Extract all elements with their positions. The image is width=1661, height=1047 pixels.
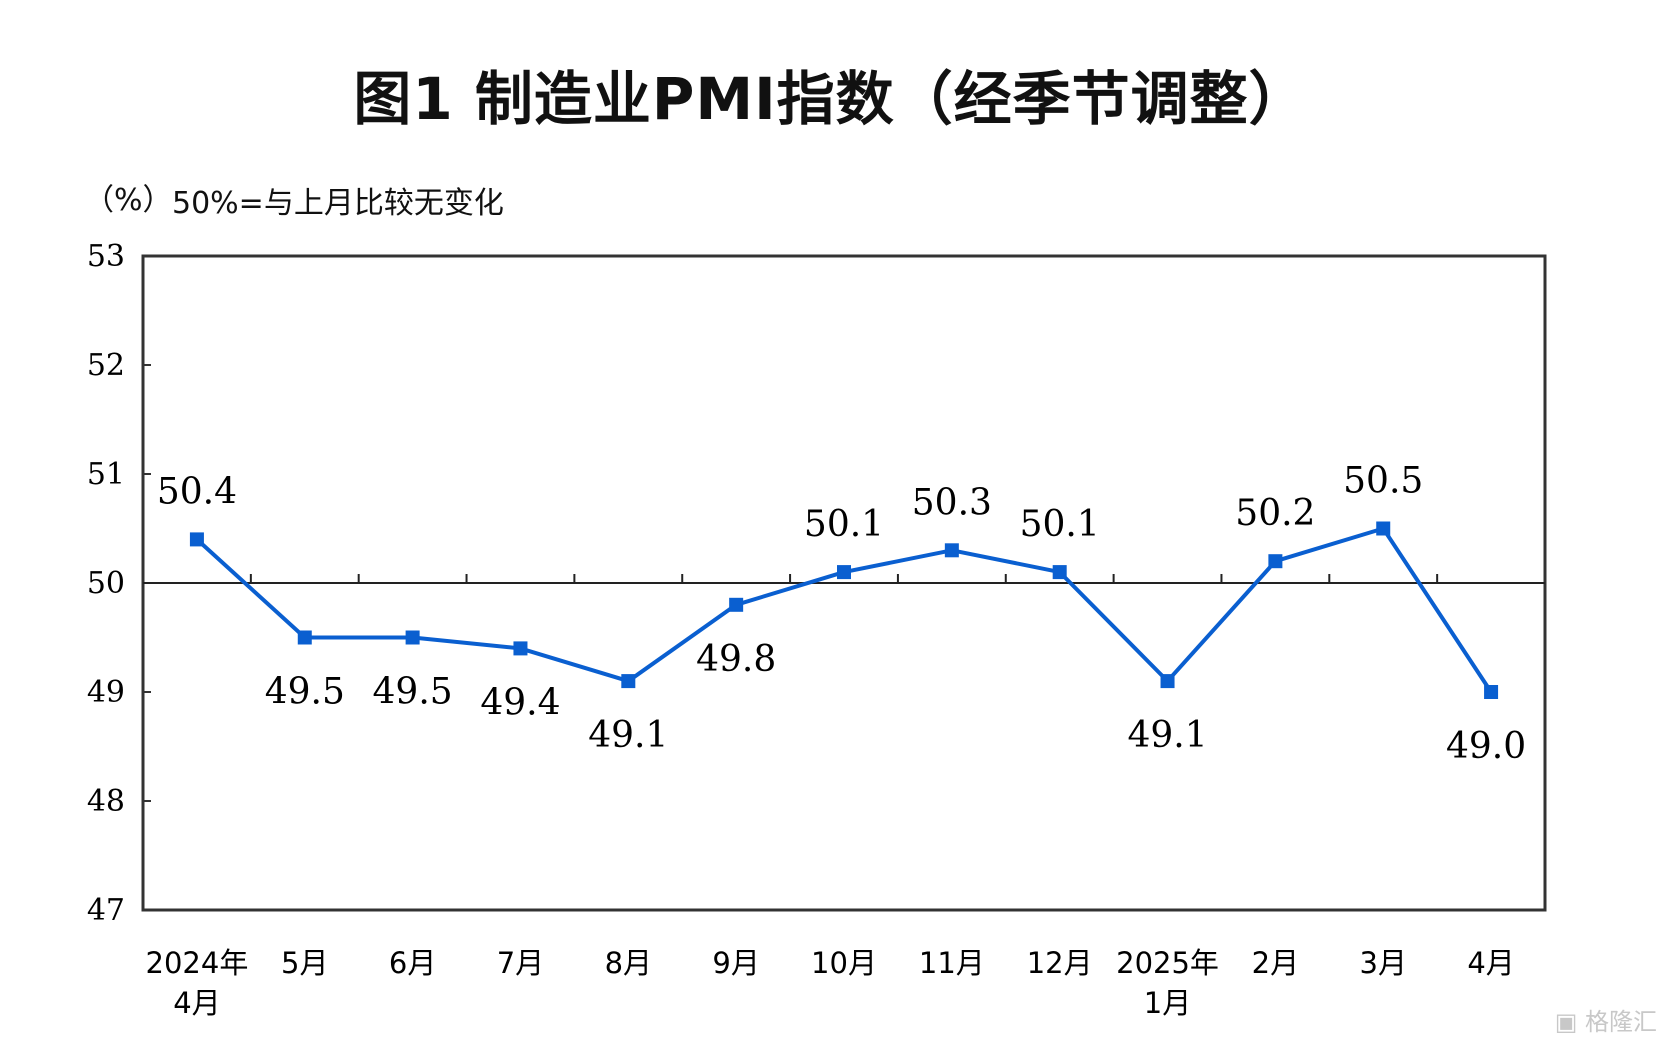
data-label: 49.8: [696, 639, 776, 680]
pmi-series-line: [195, 526, 1493, 694]
x-tick-label: 6月: [389, 946, 436, 980]
x-tick-label: 1月: [1144, 986, 1191, 1020]
data-label: 50.2: [1235, 493, 1315, 534]
data-point-marker: [1268, 554, 1283, 569]
data-point-marker: [1376, 521, 1391, 536]
data-point-marker: [837, 565, 851, 580]
data-point-marker: [513, 641, 528, 656]
x-tick-label: 9月: [712, 946, 759, 980]
y-axis-unit: （%）: [84, 183, 173, 218]
data-label: 49.5: [265, 672, 345, 713]
data-label: 49.1: [588, 715, 668, 756]
data-label: 49.4: [480, 682, 560, 723]
data-point-marker: [189, 532, 204, 547]
data-point-marker: [405, 630, 420, 645]
y-tick-label: 53: [87, 239, 125, 274]
y-tick-label: 47: [87, 893, 125, 928]
y-tick-label: 52: [87, 348, 125, 383]
x-tick-label: 3月: [1360, 946, 1407, 980]
chart-title: 图1 制造业PMI指数（经季节调整）: [353, 65, 1308, 133]
data-label: 50.1: [1020, 504, 1100, 545]
data-point-marker: [1160, 674, 1175, 689]
x-tick-label: 2024年: [146, 946, 249, 980]
data-point-marker: [729, 597, 744, 612]
data-point-marker: [621, 674, 636, 689]
data-label: 49.0: [1446, 726, 1526, 767]
x-tick-label: 4月: [173, 986, 220, 1020]
watermark-logo: ▣ 格隆汇: [1554, 1008, 1657, 1036]
x-tick-label: 10月: [811, 946, 877, 980]
x-tick-label: 8月: [605, 946, 652, 980]
y-tick-label: 48: [87, 784, 125, 819]
x-tick-label: 12月: [1027, 946, 1093, 980]
data-label: 50.1: [804, 504, 884, 545]
data-point-marker: [297, 630, 312, 645]
data-point-marker: [1484, 685, 1499, 699]
data-label: 49.5: [373, 672, 453, 713]
x-tick-label: 4月: [1467, 946, 1514, 980]
x-tick-label: 2月: [1252, 946, 1299, 980]
data-label: 50.5: [1343, 461, 1423, 502]
data-label: 49.1: [1127, 715, 1207, 756]
data-label: 50.4: [157, 471, 237, 512]
reference-note: 50%=与上月比较无变化: [172, 186, 504, 221]
data-label: 50.3: [912, 482, 992, 523]
x-tick-label: 11月: [919, 946, 985, 980]
data-point-marker: [1052, 565, 1067, 580]
data-point-marker: [944, 543, 959, 558]
x-tick-label: 5月: [281, 946, 328, 980]
y-tick-label: 49: [87, 675, 125, 710]
y-tick-label: 51: [87, 457, 125, 492]
x-tick-label: 7月: [497, 946, 544, 980]
x-tick-label: 2025年: [1116, 946, 1219, 980]
y-tick-label: 50: [87, 566, 125, 601]
